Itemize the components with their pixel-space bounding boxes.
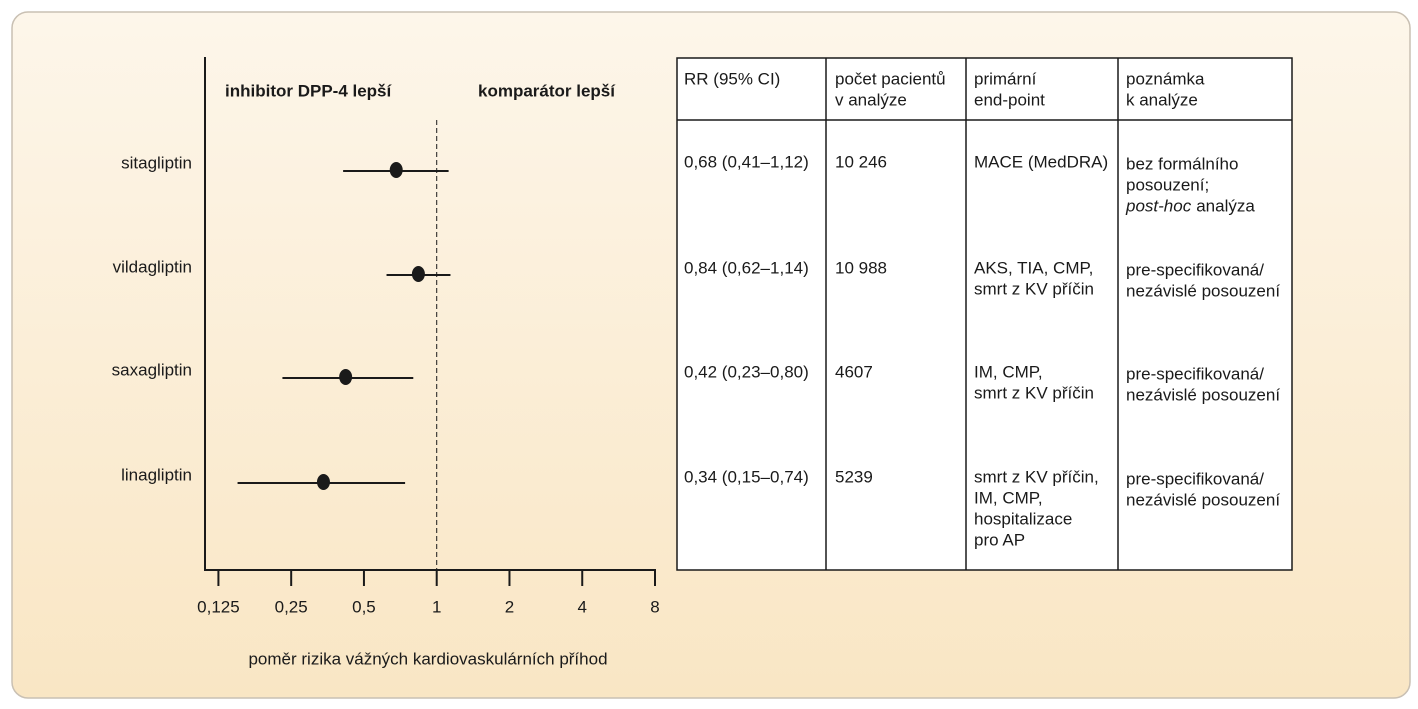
point-estimate bbox=[411, 266, 425, 282]
table-cell: 10 988 bbox=[835, 258, 887, 277]
table-cell: AKS, TIA, CMP, bbox=[974, 258, 1093, 277]
category-label: vildagliptin bbox=[113, 257, 192, 276]
table-cell: pre-specifikovaná/ bbox=[1126, 469, 1264, 488]
x-tick-label: 0,25 bbox=[275, 597, 308, 616]
table-cell: 0,42 (0,23–0,80) bbox=[684, 362, 809, 381]
table-cell: smrt z KV příčin bbox=[974, 279, 1094, 298]
table-cell: IM, CMP, bbox=[974, 488, 1043, 507]
x-tick-label: 0,125 bbox=[197, 597, 240, 616]
table-header: k analýze bbox=[1126, 90, 1198, 109]
table-cell: hospitalizace bbox=[974, 509, 1072, 528]
table-header: primární bbox=[974, 69, 1037, 88]
table-cell: nezávislé posouzení bbox=[1126, 490, 1280, 509]
category-label: sitagliptin bbox=[121, 153, 192, 172]
table-cell: 0,34 (0,15–0,74) bbox=[684, 467, 809, 486]
x-tick-label: 4 bbox=[578, 597, 587, 616]
table-cell: posouzení; bbox=[1126, 175, 1209, 194]
annotation: komparátor lepší bbox=[478, 81, 616, 100]
table-cell: smrt z KV příčin, bbox=[974, 467, 1099, 486]
category-label: saxagliptin bbox=[112, 360, 192, 379]
table-cell: nezávislé posouzení bbox=[1126, 385, 1280, 404]
table-cell: nezávislé posouzení bbox=[1126, 281, 1280, 300]
x-tick-label: 8 bbox=[650, 597, 659, 616]
x-tick-label: 0,5 bbox=[352, 597, 376, 616]
table-header: v analýze bbox=[835, 90, 907, 109]
category-label: linagliptin bbox=[121, 465, 192, 484]
table-cell: bez formálního bbox=[1126, 154, 1238, 173]
x-tick-label: 1 bbox=[432, 597, 441, 616]
table-cell: pro AP bbox=[974, 530, 1025, 549]
point-estimate bbox=[339, 369, 353, 385]
table-header: end-point bbox=[974, 90, 1045, 109]
table-cell: analýza bbox=[1196, 196, 1255, 215]
point-estimate bbox=[316, 474, 330, 490]
table-cell: pre-specifikovaná/ bbox=[1126, 364, 1264, 383]
table-cell: smrt z KV příčin bbox=[974, 383, 1094, 402]
table-cell: IM, CMP, bbox=[974, 362, 1043, 381]
table-cell: 0,84 (0,62–1,14) bbox=[684, 258, 809, 277]
x-axis-label: poměr rizika vážných kardiovaskulárních … bbox=[248, 649, 607, 668]
table-cell: 0,68 (0,41–1,12) bbox=[684, 152, 809, 171]
x-tick-label: 2 bbox=[505, 597, 514, 616]
table-cell: 5239 bbox=[835, 467, 873, 486]
table-cell: 4607 bbox=[835, 362, 873, 381]
table-cell: pre-specifikovaná/ bbox=[1126, 260, 1264, 279]
table-cell: MACE (MedDRA) bbox=[974, 152, 1108, 171]
table-header: RR (95% CI) bbox=[684, 69, 780, 88]
table-cell: 10 246 bbox=[835, 152, 887, 171]
table-header: poznámka bbox=[1126, 69, 1205, 88]
annotation: inhibitor DPP-4 lepší bbox=[225, 81, 393, 100]
table bbox=[676, 57, 1293, 571]
table-header: počet pacientů bbox=[835, 69, 946, 88]
table-cell-italic: post-hoc bbox=[1125, 196, 1192, 215]
point-estimate bbox=[389, 162, 403, 178]
